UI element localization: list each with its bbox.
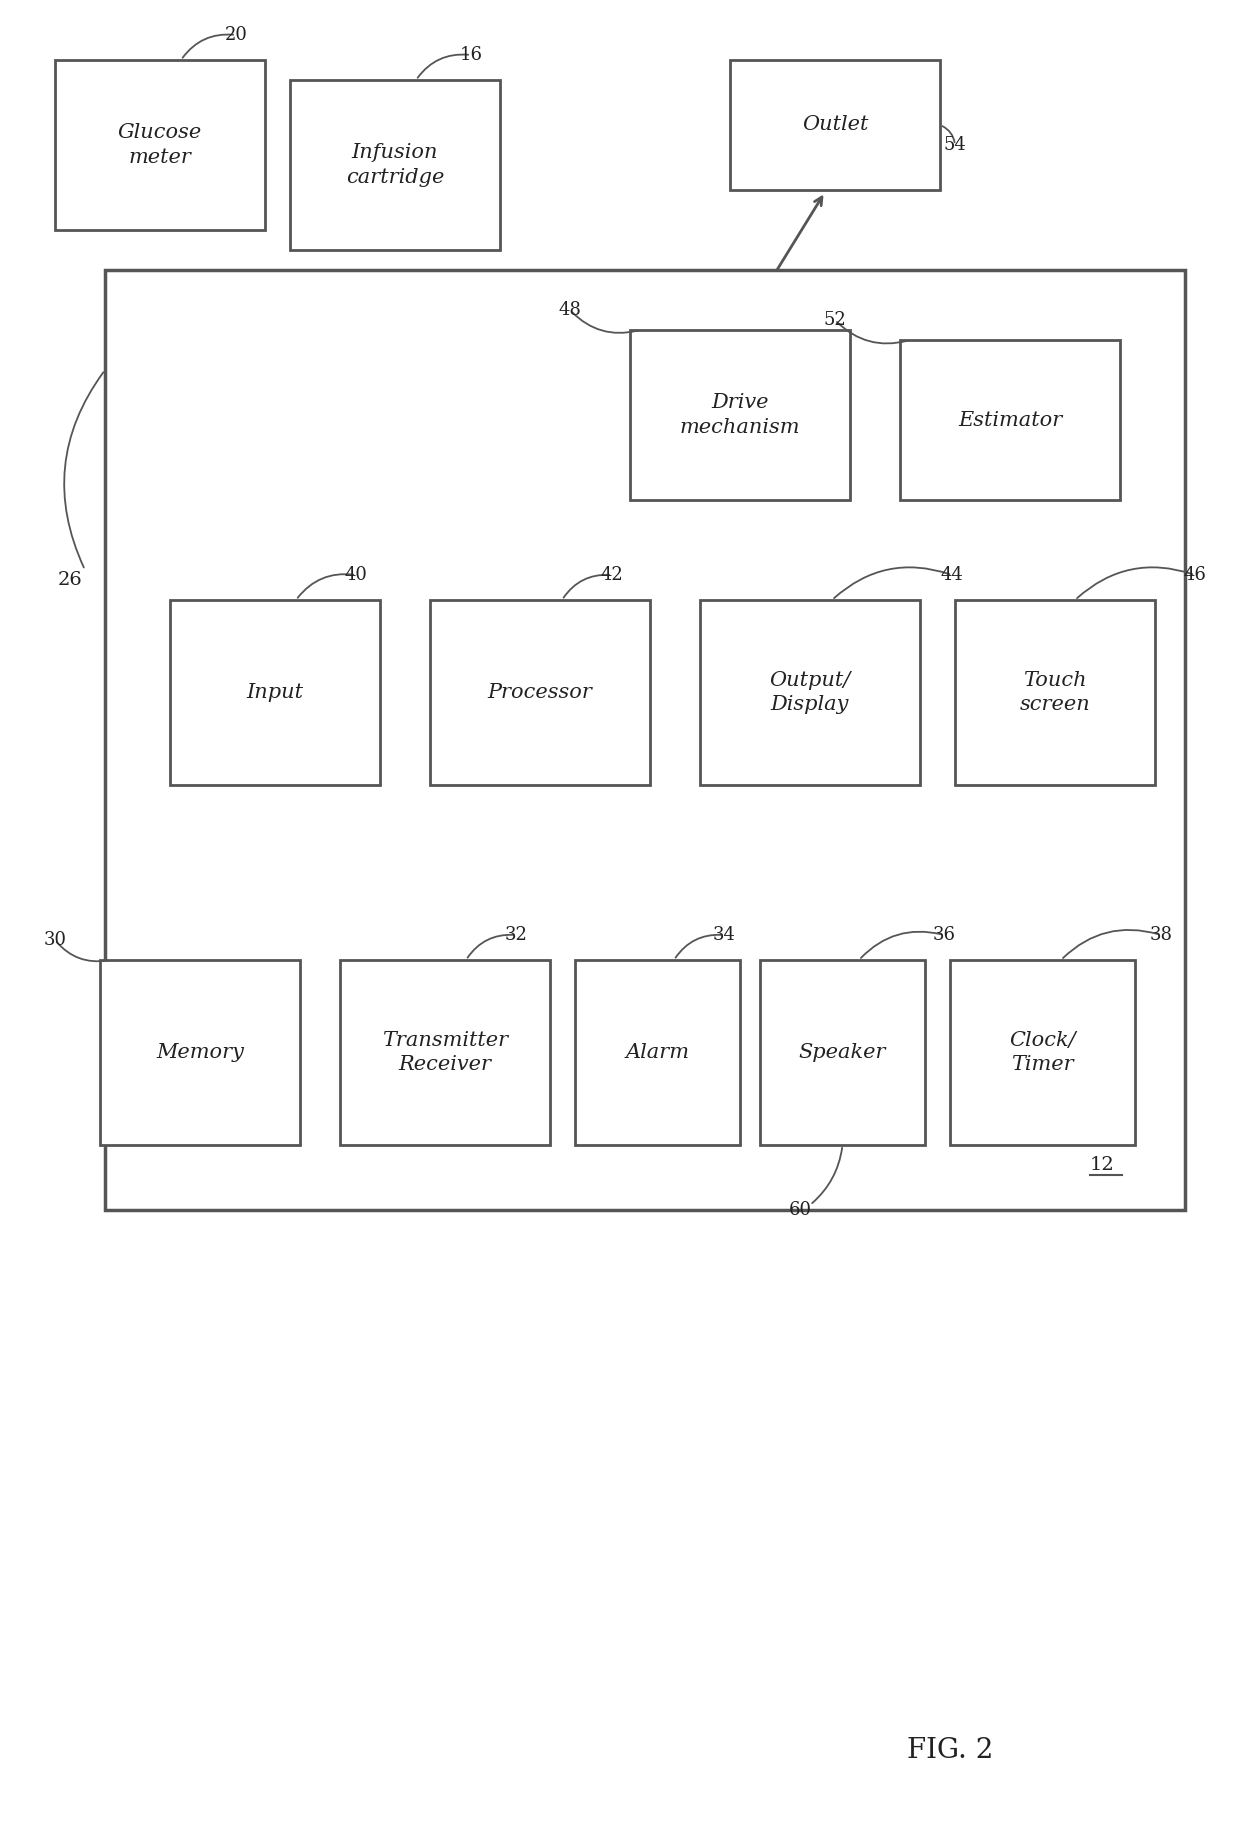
Text: 52: 52 (823, 310, 847, 329)
Text: 36: 36 (932, 925, 956, 944)
Text: 60: 60 (789, 1201, 811, 1219)
FancyBboxPatch shape (701, 600, 920, 786)
FancyBboxPatch shape (630, 330, 849, 499)
Text: Infusion
cartridge: Infusion cartridge (346, 143, 444, 187)
Text: 44: 44 (941, 565, 963, 584)
FancyBboxPatch shape (575, 960, 740, 1146)
Text: Outlet: Outlet (802, 116, 868, 134)
Text: Output/
Display: Output/ Display (769, 670, 851, 714)
FancyBboxPatch shape (105, 270, 1185, 1210)
Text: 34: 34 (713, 925, 735, 944)
Text: Memory: Memory (156, 1043, 244, 1061)
Text: 48: 48 (558, 301, 582, 319)
Text: 38: 38 (1149, 925, 1173, 944)
Text: 32: 32 (505, 925, 527, 944)
FancyBboxPatch shape (290, 81, 500, 250)
Text: Drive
mechanism: Drive mechanism (680, 393, 800, 437)
Text: Touch
screen: Touch screen (1019, 670, 1090, 714)
Text: Input: Input (247, 683, 304, 701)
Text: 42: 42 (600, 565, 624, 584)
FancyBboxPatch shape (955, 600, 1154, 786)
FancyBboxPatch shape (950, 960, 1135, 1146)
Text: Transmitter
Receiver: Transmitter Receiver (382, 1030, 508, 1074)
FancyBboxPatch shape (730, 61, 940, 189)
Text: FIG. 2: FIG. 2 (906, 1737, 993, 1764)
Text: 46: 46 (1183, 565, 1207, 584)
Text: Estimator: Estimator (957, 411, 1063, 430)
Text: Processor: Processor (487, 683, 593, 701)
Text: 30: 30 (43, 931, 67, 949)
Text: 40: 40 (345, 565, 367, 584)
FancyBboxPatch shape (55, 61, 265, 230)
Text: 20: 20 (224, 26, 248, 44)
Text: 12: 12 (1090, 1157, 1115, 1173)
FancyBboxPatch shape (760, 960, 925, 1146)
Text: Alarm: Alarm (625, 1043, 689, 1061)
FancyBboxPatch shape (170, 600, 379, 786)
Text: Glucose
meter: Glucose meter (118, 123, 202, 167)
Text: 16: 16 (460, 46, 482, 64)
Text: 54: 54 (944, 136, 966, 154)
FancyBboxPatch shape (430, 600, 650, 786)
Text: 26: 26 (57, 571, 82, 589)
Text: Clock/
Timer: Clock/ Timer (1009, 1030, 1076, 1074)
FancyBboxPatch shape (100, 960, 300, 1146)
FancyBboxPatch shape (340, 960, 551, 1146)
Text: Speaker: Speaker (799, 1043, 887, 1061)
FancyBboxPatch shape (900, 340, 1120, 499)
